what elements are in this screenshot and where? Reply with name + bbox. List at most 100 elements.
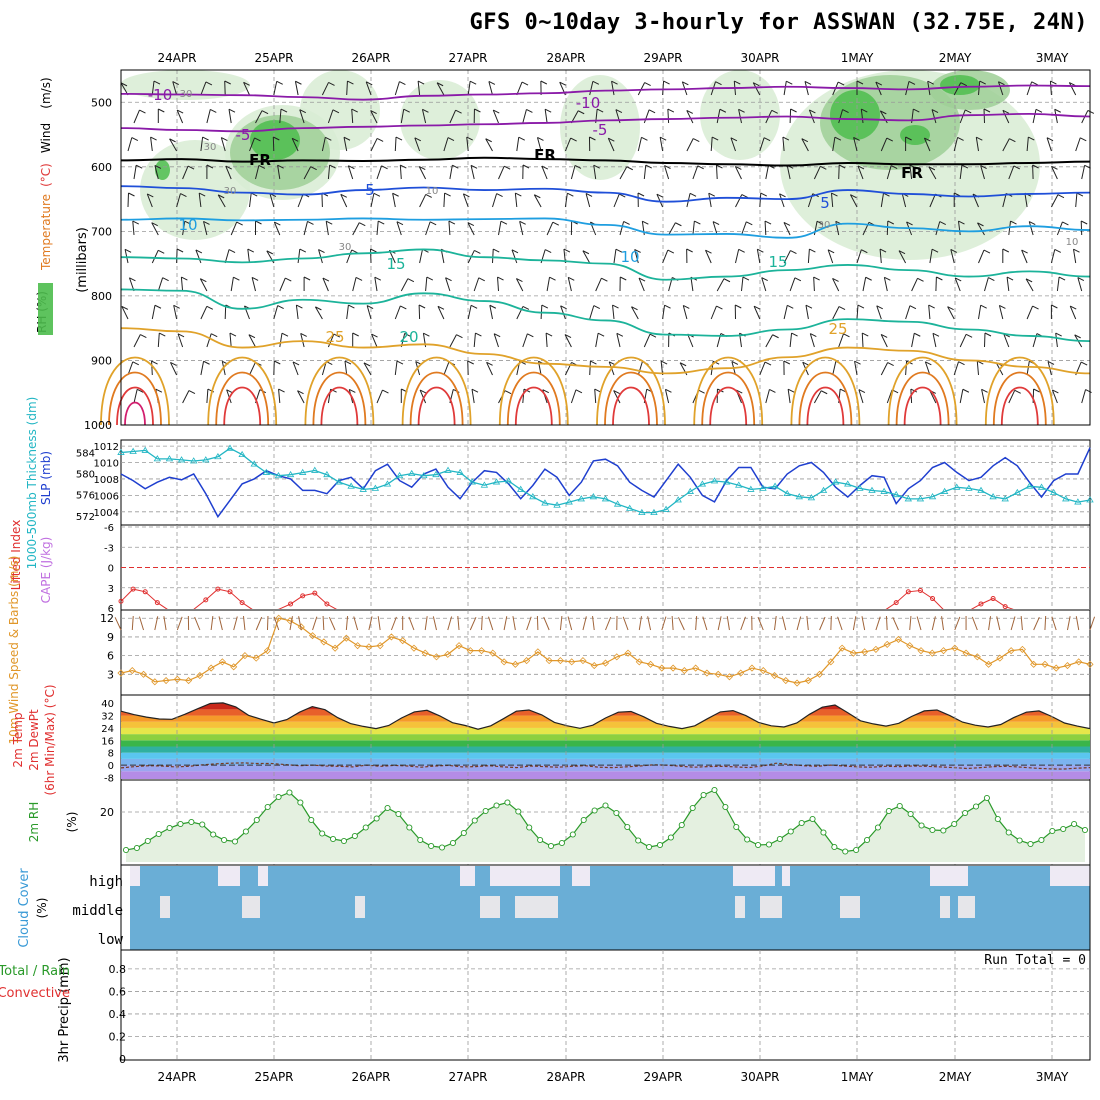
wind-axis-label: 10m Wind Speed & Barbs (m/s) xyxy=(7,556,21,745)
rh-point xyxy=(656,841,664,849)
rh-point xyxy=(646,843,653,851)
wind-barb-flag xyxy=(500,220,508,225)
contour-label-21: 10 xyxy=(426,186,439,197)
contour-label-18: 30 xyxy=(224,186,237,197)
wind-barb-flag xyxy=(648,109,656,114)
wind-barb-shaft xyxy=(295,305,299,320)
mid-cloud-gap-1 xyxy=(242,896,260,918)
wind-barb-flag xyxy=(329,164,336,169)
cloud-axis-label: Cloud Cover xyxy=(17,868,32,948)
wind-speed-point xyxy=(534,648,542,656)
warm-loop-red xyxy=(1000,386,1039,426)
wind-barb-shaft xyxy=(692,165,699,180)
wind-barb-flag xyxy=(203,220,210,225)
wind-barb-flag xyxy=(475,332,482,337)
temp-band xyxy=(121,771,1090,779)
wind-barb-flag xyxy=(124,248,132,253)
thickness-point xyxy=(189,457,198,464)
wind-barb-shaft xyxy=(255,110,263,124)
wind-barb-shaft xyxy=(443,361,450,376)
wind-barb-flag xyxy=(783,360,791,365)
wind-barb-shaft xyxy=(414,137,421,152)
wind-barb-flag xyxy=(292,361,300,366)
wind-barb-flag xyxy=(771,109,778,114)
wind-barb-flag xyxy=(470,164,478,169)
wind-barb-shaft xyxy=(813,166,821,180)
wind-barb-shaft xyxy=(370,110,378,124)
wind-barb-flag xyxy=(1080,137,1087,142)
wind-barb-shaft xyxy=(1021,249,1028,264)
surface-wind-barb xyxy=(1089,616,1096,631)
wind-barb-shaft xyxy=(905,81,910,96)
wind-barb-flag xyxy=(471,388,479,393)
wind-barb-flag xyxy=(927,80,934,85)
wind-barb-flag xyxy=(228,249,236,253)
wind-speed-point xyxy=(861,648,869,656)
rh-point xyxy=(613,809,620,817)
wind-barb-shaft xyxy=(493,333,499,348)
wind-barb-flag xyxy=(1047,360,1055,365)
wind-barb-flag xyxy=(176,248,184,253)
wind-barb-flag xyxy=(303,276,311,281)
wind-barb-flag xyxy=(447,137,455,142)
warm-loop-red xyxy=(903,386,942,426)
wind-barb-shaft xyxy=(1046,137,1052,152)
wind-barb-shaft xyxy=(172,81,178,96)
wind-barb-flag xyxy=(366,305,374,309)
wind-barb-flag xyxy=(820,165,827,170)
wind-barb-shaft xyxy=(789,333,793,348)
wind-barb-flag xyxy=(644,82,651,86)
warm-loop-gold xyxy=(304,356,375,426)
wind-barb-flag xyxy=(694,220,701,225)
wind-speed-point xyxy=(489,649,497,657)
celsius-legend-label: (°C) xyxy=(39,163,53,187)
wind-barb-flag xyxy=(243,81,250,86)
wind-barb-flag xyxy=(601,277,608,282)
surface-wind-barb xyxy=(345,616,349,631)
wind-barb-flag xyxy=(634,249,641,253)
rh-point xyxy=(896,802,903,810)
slp-line xyxy=(120,447,1091,519)
wind-barb-flag xyxy=(344,360,352,365)
wind-barb-flag xyxy=(291,137,299,142)
wind-barb-shaft xyxy=(589,305,595,320)
surface-wind-barb xyxy=(740,616,746,631)
temp-contour-p10 xyxy=(120,217,1091,239)
temp-band xyxy=(121,746,1090,753)
mid-cloud-gap-2 xyxy=(355,896,365,918)
wind-barb-shaft xyxy=(765,165,769,180)
wind-barb-shaft xyxy=(705,250,712,264)
wind-barb-shaft xyxy=(133,109,140,124)
wind-speed-point xyxy=(804,676,812,685)
rh-point xyxy=(482,807,489,815)
wind-speed-point xyxy=(320,638,328,646)
surface-wind-barb xyxy=(328,617,336,631)
wind-barb-flag xyxy=(875,81,883,86)
wind-barb-flag xyxy=(489,304,497,309)
wind-barb-shaft xyxy=(515,278,524,292)
wind-barb-shaft xyxy=(269,193,275,208)
wind-barb-shaft xyxy=(595,333,599,348)
wind-barb-shaft xyxy=(860,109,864,124)
wind-barb-flag xyxy=(831,192,838,197)
wind-barb-flag xyxy=(753,82,760,87)
wind-barb-shaft xyxy=(133,334,141,348)
surface-wind-barb xyxy=(242,616,246,631)
wind-speed-point xyxy=(500,658,508,666)
rh-point xyxy=(700,791,707,799)
thickness-point xyxy=(844,480,852,487)
wind-barb-shaft xyxy=(200,81,207,96)
wind-barb-flag xyxy=(414,137,422,142)
li-tick-0: 0 xyxy=(108,564,114,575)
thickness-tick-572: 572 xyxy=(76,512,95,523)
wind-speed-point xyxy=(354,642,362,650)
wind-barb-flag xyxy=(590,360,597,365)
wind-speed-point xyxy=(568,658,576,666)
wind-barb-shaft xyxy=(321,361,327,376)
wind-barb-shaft xyxy=(400,109,405,124)
wind-barb-shaft xyxy=(950,249,955,264)
wind-barb-shaft xyxy=(443,137,449,152)
wind-barb-flag xyxy=(170,361,177,366)
wind-barb-shaft xyxy=(997,81,1004,96)
wind-barb-shaft xyxy=(498,166,505,180)
